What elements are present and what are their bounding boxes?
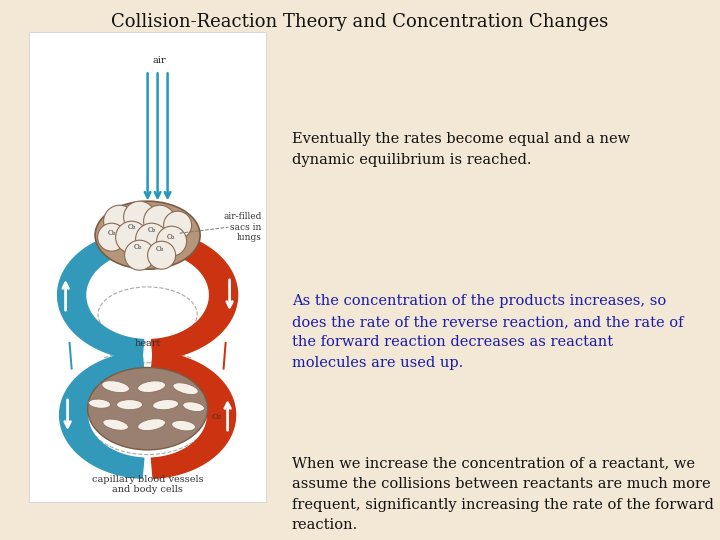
Circle shape	[104, 205, 135, 237]
Text: capillary blood vessels
and body cells: capillary blood vessels and body cells	[91, 475, 204, 494]
Polygon shape	[60, 352, 144, 478]
Text: O₂: O₂	[156, 245, 164, 253]
Ellipse shape	[95, 201, 200, 269]
Circle shape	[125, 240, 155, 270]
Ellipse shape	[171, 421, 196, 431]
Text: O₂: O₂	[212, 413, 222, 421]
Text: heart: heart	[135, 339, 161, 348]
Circle shape	[157, 226, 186, 256]
Polygon shape	[58, 231, 144, 360]
Ellipse shape	[153, 400, 179, 410]
Text: O₂: O₂	[148, 226, 156, 234]
Ellipse shape	[173, 383, 198, 395]
Ellipse shape	[138, 418, 166, 430]
Circle shape	[148, 241, 176, 269]
Text: Collision-Reaction Theory and Concentration Changes: Collision-Reaction Theory and Concentrat…	[112, 13, 608, 31]
Bar	[29, 32, 266, 502]
Ellipse shape	[88, 368, 207, 450]
Text: O₂: O₂	[127, 223, 136, 231]
Circle shape	[98, 223, 125, 251]
Polygon shape	[151, 231, 238, 360]
Circle shape	[116, 221, 148, 253]
Polygon shape	[151, 352, 235, 478]
Circle shape	[163, 211, 192, 239]
Text: O₂: O₂	[133, 243, 142, 251]
Text: O₂: O₂	[107, 229, 116, 237]
Ellipse shape	[102, 381, 130, 393]
Ellipse shape	[138, 381, 166, 393]
Circle shape	[135, 223, 168, 255]
Text: O₂: O₂	[166, 233, 175, 241]
Text: When we increase the concentration of a reactant, we
assume the collisions betwe: When we increase the concentration of a …	[292, 456, 714, 532]
Text: Eventually the rates become equal and a new
dynamic equilibrium is reached.: Eventually the rates become equal and a …	[292, 132, 630, 167]
Ellipse shape	[103, 419, 128, 430]
Circle shape	[143, 205, 176, 237]
Text: As the concentration of the products increases, so
does the rate of the reverse : As the concentration of the products inc…	[292, 294, 683, 370]
Ellipse shape	[183, 402, 204, 411]
Circle shape	[124, 201, 156, 233]
Text: air: air	[153, 56, 166, 65]
Text: air-filled
sacs in
lungs: air-filled sacs in lungs	[223, 212, 261, 242]
Ellipse shape	[89, 399, 111, 408]
Ellipse shape	[117, 400, 143, 410]
